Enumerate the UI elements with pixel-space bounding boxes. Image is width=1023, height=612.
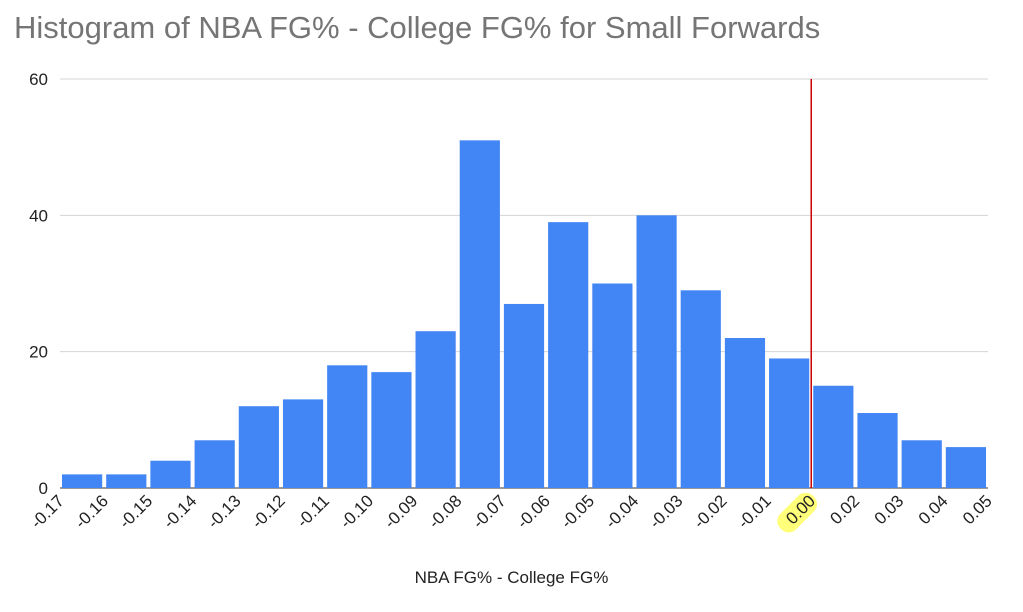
histogram-bar [857, 413, 898, 488]
x-tick-label: -0.02 [690, 491, 731, 532]
x-tick: -0.06 [513, 491, 554, 532]
histogram-bar [459, 140, 500, 488]
histogram-bar [636, 215, 677, 489]
y-axis-ticks: 0 20 40 60 [29, 70, 48, 498]
y-tick-label: 60 [29, 70, 48, 89]
x-tick: -0.13 [204, 491, 245, 532]
x-tick: -0.09 [381, 491, 422, 532]
x-tick: 0.05 [959, 491, 996, 528]
x-tick: -0.10 [336, 491, 377, 532]
histogram-bar [238, 406, 279, 488]
x-tick-label: -0.11 [293, 491, 333, 531]
histogram-bar [724, 338, 766, 488]
x-axis-ticks: -0.17 -0.16 -0.15 -0.14 -0.13 -0.12 -0.11 -0.10… [27, 491, 996, 533]
x-tick: -0.04 [601, 491, 642, 532]
histogram-bar [282, 399, 324, 488]
x-tick-label: -0.14 [160, 491, 201, 532]
x-tick-label: -0.01 [734, 491, 775, 532]
x-tick: -0.11 [293, 491, 333, 531]
x-tick: -0.16 [71, 491, 112, 532]
x-tick: 0.04 [915, 491, 952, 528]
x-tick-label: -0.08 [425, 491, 466, 532]
x-tick-label: -0.05 [557, 491, 598, 532]
y-tick-label: 0 [39, 479, 48, 498]
x-tick-label: -0.06 [513, 491, 554, 532]
chart-title: Histogram of NBA FG% - College FG% for S… [14, 10, 821, 45]
x-tick-label: 0.04 [915, 491, 952, 528]
x-tick: -0.17 [27, 491, 68, 532]
histogram-bar [106, 474, 147, 488]
x-tick: -0.01 [734, 491, 775, 532]
x-tick: 0.00 [777, 491, 819, 533]
x-tick: -0.07 [469, 491, 510, 532]
y-tick-label: 20 [29, 343, 48, 362]
histogram-bar [150, 460, 191, 488]
x-tick-label: -0.10 [336, 491, 377, 532]
x-tick-label: -0.13 [204, 491, 245, 532]
histogram-bar [62, 474, 103, 488]
x-tick: 0.02 [826, 491, 863, 528]
x-tick: -0.08 [425, 491, 466, 532]
x-axis-title: NBA FG% - College FG% [414, 568, 609, 587]
x-tick-label: -0.16 [71, 491, 112, 532]
x-tick: -0.14 [160, 491, 201, 532]
histogram-bar [415, 331, 456, 488]
histogram-bar [194, 440, 235, 488]
histogram-bar [327, 365, 368, 488]
x-tick-label: -0.09 [381, 491, 422, 532]
x-tick-label: -0.04 [601, 491, 642, 532]
histogram-bar [503, 303, 545, 488]
histogram-bar [592, 283, 633, 488]
x-tick: -0.02 [690, 491, 731, 532]
x-tick: 0.03 [871, 491, 908, 528]
x-tick-label: 0.02 [826, 491, 863, 528]
x-tick-label: -0.15 [115, 491, 156, 532]
histogram-bar [548, 222, 589, 488]
x-tick-label: 0.05 [959, 491, 996, 528]
histogram-bar [813, 385, 854, 488]
tick-highlight [777, 492, 818, 533]
x-tick-label: -0.03 [646, 491, 687, 532]
histogram-bar [901, 440, 942, 488]
x-tick-label: -0.12 [248, 491, 289, 532]
histogram-bar [680, 290, 721, 488]
x-tick-label: 0.03 [871, 491, 908, 528]
x-tick: -0.12 [248, 491, 289, 532]
histogram-bar [945, 447, 986, 488]
x-tick: -0.05 [557, 491, 598, 532]
x-tick: -0.15 [115, 491, 156, 532]
histogram-bar [371, 372, 412, 488]
histogram-bar [769, 358, 810, 488]
x-tick: -0.03 [646, 491, 687, 532]
x-tick-label: -0.17 [27, 491, 68, 532]
bars [62, 140, 986, 489]
y-tick-label: 40 [29, 206, 48, 225]
x-tick-label: -0.07 [469, 491, 510, 532]
